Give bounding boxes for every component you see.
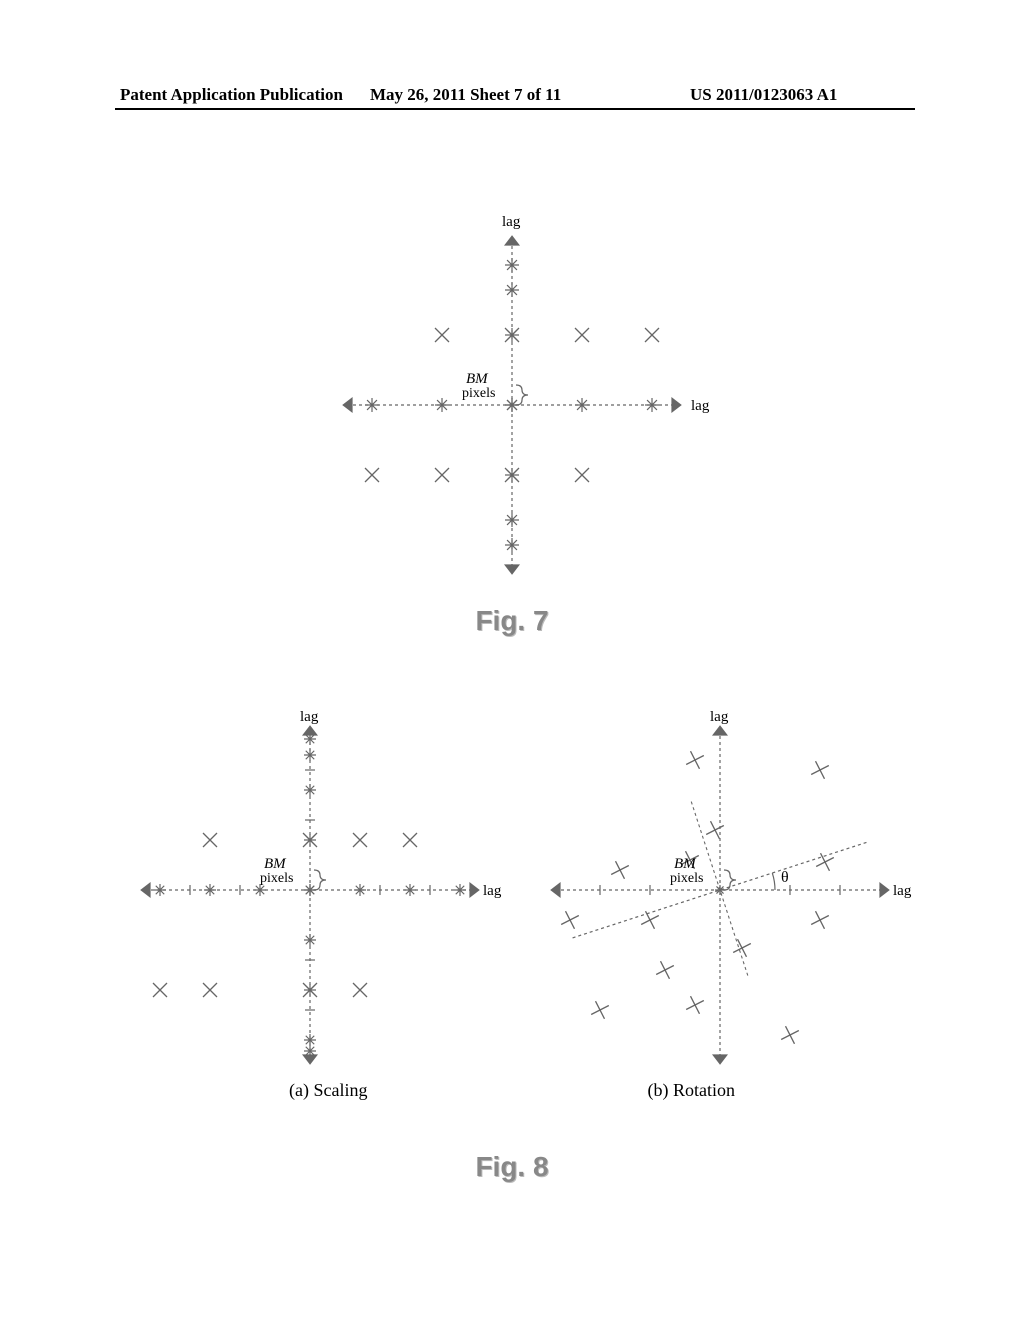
header-left: Patent Application Publication	[120, 85, 343, 105]
svg-text:BM: BM	[264, 856, 287, 872]
figure-8-diagram: BMpixelslaglagθBMpixelslaglag	[0, 690, 1024, 1090]
figure-8-container: BMpixelslaglagθBMpixelslaglag (a) Scalin…	[0, 690, 1024, 1183]
header-right: US 2011/0123063 A1	[690, 85, 837, 105]
svg-text:pixels: pixels	[260, 871, 293, 886]
figure-8a-caption: (a) Scaling	[289, 1080, 367, 1101]
svg-text:lag: lag	[502, 214, 521, 230]
svg-text:BM: BM	[674, 856, 697, 872]
figure-7-container: BMpixels lag lag Fig. 7	[0, 195, 1024, 637]
svg-text:θ: θ	[781, 869, 789, 886]
svg-text:BM: BM	[466, 371, 489, 387]
svg-text:lag: lag	[300, 709, 319, 725]
figure-7-caption: Fig. 7	[0, 605, 1024, 637]
figure-8-caption: Fig. 8	[0, 1151, 1024, 1183]
header-mid: May 26, 2011 Sheet 7 of 11	[370, 85, 561, 105]
header-divider	[115, 108, 915, 110]
svg-text:lag: lag	[710, 709, 729, 725]
svg-text:lag: lag	[893, 883, 912, 899]
svg-text:pixels: pixels	[462, 386, 495, 401]
svg-text:lag: lag	[691, 398, 710, 414]
svg-text:lag: lag	[483, 883, 502, 899]
figure-7-diagram: BMpixels lag lag	[0, 195, 1024, 615]
svg-text:pixels: pixels	[670, 871, 703, 886]
figure-8b-caption: (b) Rotation	[647, 1080, 735, 1101]
